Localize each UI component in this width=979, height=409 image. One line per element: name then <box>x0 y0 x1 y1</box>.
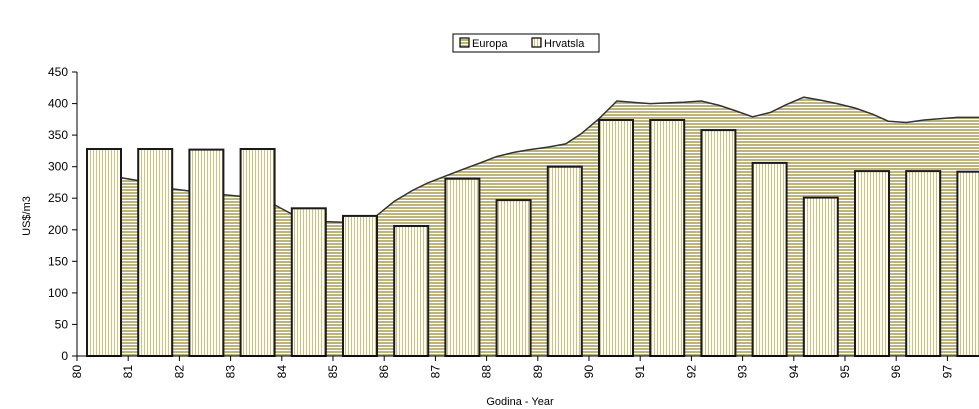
x-tick-label: 91 <box>633 365 647 379</box>
bar-hrvatsla-85 <box>342 214 378 357</box>
y-tick-label: 0 <box>61 349 68 363</box>
y-tick-label: 450 <box>48 65 68 79</box>
x-tick-label: 85 <box>326 365 340 379</box>
x-tick-label: 81 <box>121 365 135 379</box>
x-tick-label: 86 <box>377 365 391 379</box>
x-tick-label: 84 <box>275 365 289 379</box>
x-tick-label: 94 <box>787 365 801 379</box>
y-axis-title: US$/m3 <box>21 196 33 236</box>
bar-hrvatsla-83 <box>239 148 276 357</box>
x-tick-label: 88 <box>480 365 494 379</box>
x-axis-title: Godina - Year <box>486 396 554 408</box>
bar-hrvatsla-80 <box>86 148 122 357</box>
legend: Europa Hrvatsla <box>452 33 600 53</box>
x-tick-label: 90 <box>582 365 596 379</box>
bar-hrvatsla-96 <box>905 170 942 357</box>
bar-hrvatsla-82 <box>188 148 225 357</box>
bar-hrvatsla-95 <box>854 170 890 357</box>
bar-hrvatsla-88 <box>495 199 532 357</box>
legend-swatch-europa <box>459 37 470 48</box>
x-tick-label: 89 <box>531 365 545 379</box>
bar-hrvatsla-81 <box>137 148 174 357</box>
x-tick-label: 93 <box>736 365 750 379</box>
legend-swatch-hrvatsla <box>531 37 542 48</box>
x-tick-label: 83 <box>224 365 238 379</box>
legend-frame <box>452 33 600 53</box>
bar-hrvatsla-93 <box>751 161 788 357</box>
area-europa <box>104 97 979 356</box>
bar-hrvatsla-84 <box>290 207 327 357</box>
y-tick-label: 350 <box>48 128 68 142</box>
bar-hrvatsla-89 <box>546 165 583 357</box>
legend-label-europa: Europa <box>472 38 508 50</box>
y-tick-label: 400 <box>48 97 68 111</box>
bar-hrvatsla-86 <box>393 225 430 357</box>
x-tick-label: 96 <box>889 365 903 379</box>
y-tick-label: 200 <box>48 223 68 237</box>
bar-hrvatsla-97 <box>956 170 979 357</box>
bar-hrvatsla-92 <box>700 129 737 357</box>
y-tick-label: 250 <box>48 191 68 205</box>
x-tick-label: 95 <box>838 365 852 379</box>
y-tick-label: 150 <box>48 254 68 268</box>
x-tick-label: 80 <box>70 365 84 379</box>
bar-hrvatsla-87 <box>444 177 481 357</box>
x-tick-label: 97 <box>940 365 954 379</box>
x-tick-label: 92 <box>684 365 698 379</box>
bar-hrvatsla-94 <box>802 196 839 357</box>
x-tick-label: 87 <box>428 365 442 379</box>
x-tick-label: 82 <box>172 365 186 379</box>
legend-label-hrvatsla: Hrvatsla <box>544 38 585 50</box>
y-tick-label: 300 <box>48 160 68 174</box>
y-tick-label: 50 <box>55 317 69 331</box>
plot-area: 0 50 100 150 200 250 300 350 400 450 80 81 82 83 84 85 8… <box>48 65 979 378</box>
y-tick-label: 100 <box>48 286 68 300</box>
bar-hrvatsla-90 <box>598 119 634 357</box>
bar-hrvatsla-91 <box>649 119 686 357</box>
